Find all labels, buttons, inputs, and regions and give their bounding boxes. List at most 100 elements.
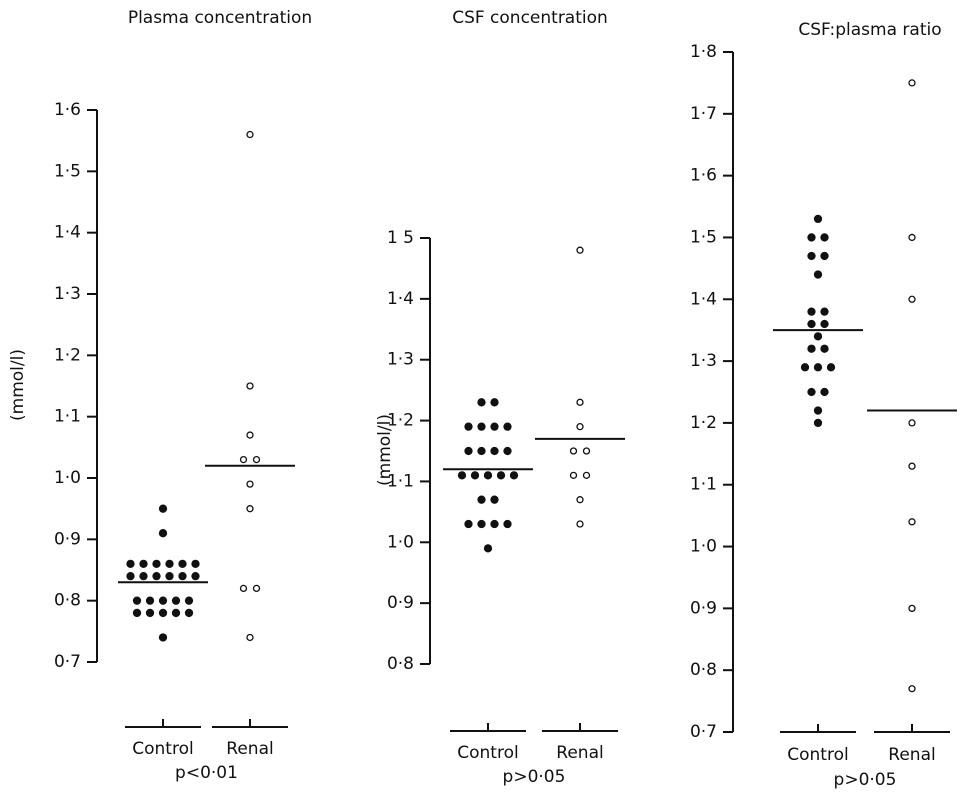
y-tick-label: 1·3 bbox=[54, 284, 81, 304]
y-tick-label: 1·6 bbox=[690, 166, 717, 186]
category-label: Control bbox=[457, 743, 518, 763]
data-point bbox=[483, 544, 493, 553]
data-point bbox=[239, 584, 248, 593]
data-point bbox=[158, 596, 168, 605]
data-point bbox=[820, 251, 829, 261]
data-point bbox=[165, 571, 174, 581]
y-tick-label: 1·8 bbox=[690, 42, 717, 62]
category-label: Control bbox=[132, 739, 193, 759]
data-point bbox=[807, 251, 816, 261]
data-point bbox=[191, 571, 200, 581]
data-point bbox=[477, 495, 486, 504]
data-point bbox=[158, 504, 168, 513]
data-point bbox=[569, 447, 578, 455]
data-point bbox=[509, 471, 519, 480]
data-point bbox=[503, 422, 512, 431]
p-value: p<0·01 bbox=[175, 763, 238, 783]
data-point bbox=[576, 246, 584, 254]
data-point bbox=[126, 571, 135, 581]
data-point bbox=[139, 559, 148, 569]
y-tick-label: 1·1 bbox=[387, 471, 414, 491]
y-axis-label: (mmol/l) bbox=[8, 349, 28, 421]
y-tick-label: 0·7 bbox=[690, 722, 717, 742]
data-point bbox=[464, 422, 473, 431]
data-point bbox=[807, 319, 816, 329]
data-point bbox=[158, 633, 168, 642]
data-point bbox=[145, 596, 155, 605]
data-point bbox=[490, 422, 499, 431]
data-point bbox=[145, 608, 155, 618]
data-point bbox=[457, 471, 467, 480]
data-point bbox=[477, 446, 486, 456]
y-tick-label: 1·2 bbox=[387, 411, 414, 431]
data-point bbox=[139, 571, 148, 581]
data-point bbox=[464, 446, 473, 456]
data-point bbox=[582, 471, 591, 479]
y-tick-label: 1·6 bbox=[54, 100, 81, 120]
data-point bbox=[171, 608, 181, 618]
data-point bbox=[807, 233, 816, 242]
data-point bbox=[807, 307, 816, 316]
data-point bbox=[569, 471, 578, 479]
y-tick-label: 0·7 bbox=[54, 652, 81, 672]
data-point bbox=[246, 633, 254, 642]
data-point bbox=[490, 446, 499, 456]
y-tick-label: 1·4 bbox=[690, 289, 717, 309]
data-point bbox=[252, 584, 261, 593]
y-tick-label: 1·1 bbox=[54, 407, 81, 427]
y-tick-label: 0·8 bbox=[54, 591, 81, 611]
data-point bbox=[477, 398, 486, 407]
chart-title: Plasma concentration bbox=[128, 8, 312, 28]
data-point bbox=[807, 387, 816, 397]
y-tick-label: 0·9 bbox=[690, 598, 717, 618]
data-point bbox=[908, 462, 916, 470]
data-point bbox=[191, 559, 200, 569]
data-point bbox=[576, 423, 584, 431]
y-axis-label: (mmol/l) bbox=[375, 414, 395, 486]
data-point bbox=[820, 319, 829, 329]
y-tick-label: 1·0 bbox=[54, 468, 81, 488]
data-point bbox=[239, 455, 248, 464]
category-label: Control bbox=[787, 745, 848, 765]
y-tick-label: 1·2 bbox=[54, 345, 81, 365]
y-tick-label: 1·0 bbox=[387, 532, 414, 552]
data-point bbox=[483, 471, 493, 480]
y-tick-label: 0·8 bbox=[387, 654, 414, 674]
y-tick-label: 1·3 bbox=[387, 350, 414, 370]
data-point bbox=[178, 559, 187, 569]
data-point bbox=[813, 214, 823, 224]
data-point bbox=[820, 387, 829, 397]
data-point bbox=[184, 608, 194, 618]
data-point bbox=[171, 596, 181, 605]
data-point bbox=[132, 596, 142, 605]
data-point bbox=[477, 519, 486, 529]
y-tick-label: 1 5 bbox=[387, 228, 414, 248]
data-point bbox=[820, 307, 829, 316]
y-tick-label: 1·1 bbox=[690, 475, 717, 495]
y-tick-label: 1·7 bbox=[690, 104, 717, 124]
data-point bbox=[813, 332, 823, 341]
data-point bbox=[477, 422, 486, 431]
data-point bbox=[576, 520, 584, 528]
data-point bbox=[813, 418, 823, 428]
y-tick-label: 1·4 bbox=[54, 223, 81, 243]
data-point bbox=[496, 471, 506, 480]
data-point bbox=[490, 398, 499, 407]
data-point bbox=[908, 518, 916, 526]
data-point bbox=[908, 79, 916, 87]
data-point bbox=[503, 519, 512, 529]
data-point bbox=[813, 363, 823, 372]
data-point bbox=[246, 480, 254, 488]
data-point bbox=[813, 406, 823, 415]
data-point bbox=[178, 571, 187, 581]
data-point bbox=[908, 419, 916, 427]
category-label: Renal bbox=[888, 745, 935, 765]
data-point bbox=[246, 382, 254, 390]
y-tick-label: 1·3 bbox=[690, 351, 717, 371]
data-point bbox=[800, 363, 810, 372]
data-point bbox=[152, 571, 161, 581]
data-point bbox=[246, 130, 254, 139]
p-value: p>0·05 bbox=[834, 770, 897, 790]
data-point bbox=[464, 519, 473, 529]
data-point bbox=[582, 447, 591, 455]
